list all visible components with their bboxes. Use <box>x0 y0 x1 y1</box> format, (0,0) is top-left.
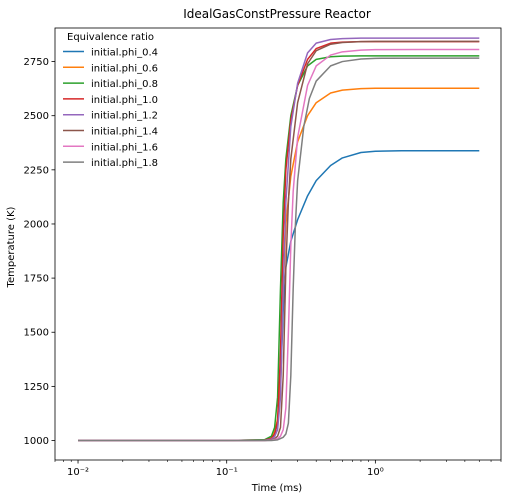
legend-item: initial.phi_1.6 <box>63 142 158 153</box>
y-tick-label: 1500 <box>24 328 49 339</box>
y-tick-label: 2250 <box>24 165 49 176</box>
legend-item: initial.phi_0.4 <box>63 48 158 59</box>
x-axis-label: Time (ms) <box>251 483 303 494</box>
legend-label: initial.phi_1.2 <box>91 111 158 122</box>
legend-label: initial.phi_0.4 <box>91 48 158 59</box>
plot-area <box>54 27 502 461</box>
x-tick-label: 10⁻² <box>67 467 89 478</box>
y-tick-label: 1750 <box>24 274 49 285</box>
y-tick-label: 2500 <box>24 111 49 122</box>
legend-items: initial.phi_0.4 initial.phi_0.6 initial.ph… <box>63 48 158 169</box>
y-tick-label: 2750 <box>24 57 49 68</box>
legend-item: initial.phi_0.8 <box>63 79 158 90</box>
legend-item: initial.phi_1.8 <box>63 158 158 169</box>
legend-item: initial.phi_1.0 <box>63 95 158 106</box>
y-axis-label: Temperature (K) <box>6 206 17 288</box>
series-line-initial-phi-1-2 <box>78 37 480 442</box>
legend-label: initial.phi_0.6 <box>91 63 158 74</box>
series-line-initial-phi-1-8 <box>78 57 480 442</box>
y-tick-label: 1250 <box>24 382 49 393</box>
x-tick-label: 10⁰ <box>367 467 384 478</box>
legend-title: Equivalence ratio <box>67 32 154 43</box>
legend-label: initial.phi_1.0 <box>91 95 158 106</box>
legend-item: initial.phi_1.2 <box>63 111 158 122</box>
x-tick-label: 10⁻¹ <box>216 467 238 478</box>
y-tick-label: 1000 <box>24 436 49 447</box>
plot-frame <box>54 27 502 461</box>
legend-item: initial.phi_0.6 <box>63 63 158 74</box>
legend: Equivalence ratio initial.phi_0.4initial… <box>63 32 158 169</box>
chart-title: IdealGasConstPressure Reactor <box>183 7 371 21</box>
y-axis: 1000 1250 1500 1750 2000 2250 2500 2750 <box>24 57 55 447</box>
series-lines <box>78 37 480 442</box>
x-axis: 10⁻² 10⁻¹ 10⁰ <box>54 460 502 478</box>
legend-label: initial.phi_1.8 <box>91 158 158 169</box>
legend-label: initial.phi_0.8 <box>91 79 158 90</box>
legend-label: initial.phi_1.4 <box>91 127 158 138</box>
legend-item: initial.phi_1.4 <box>63 127 158 138</box>
legend-label: initial.phi_1.6 <box>91 142 158 153</box>
y-tick-label: 2000 <box>24 219 49 230</box>
